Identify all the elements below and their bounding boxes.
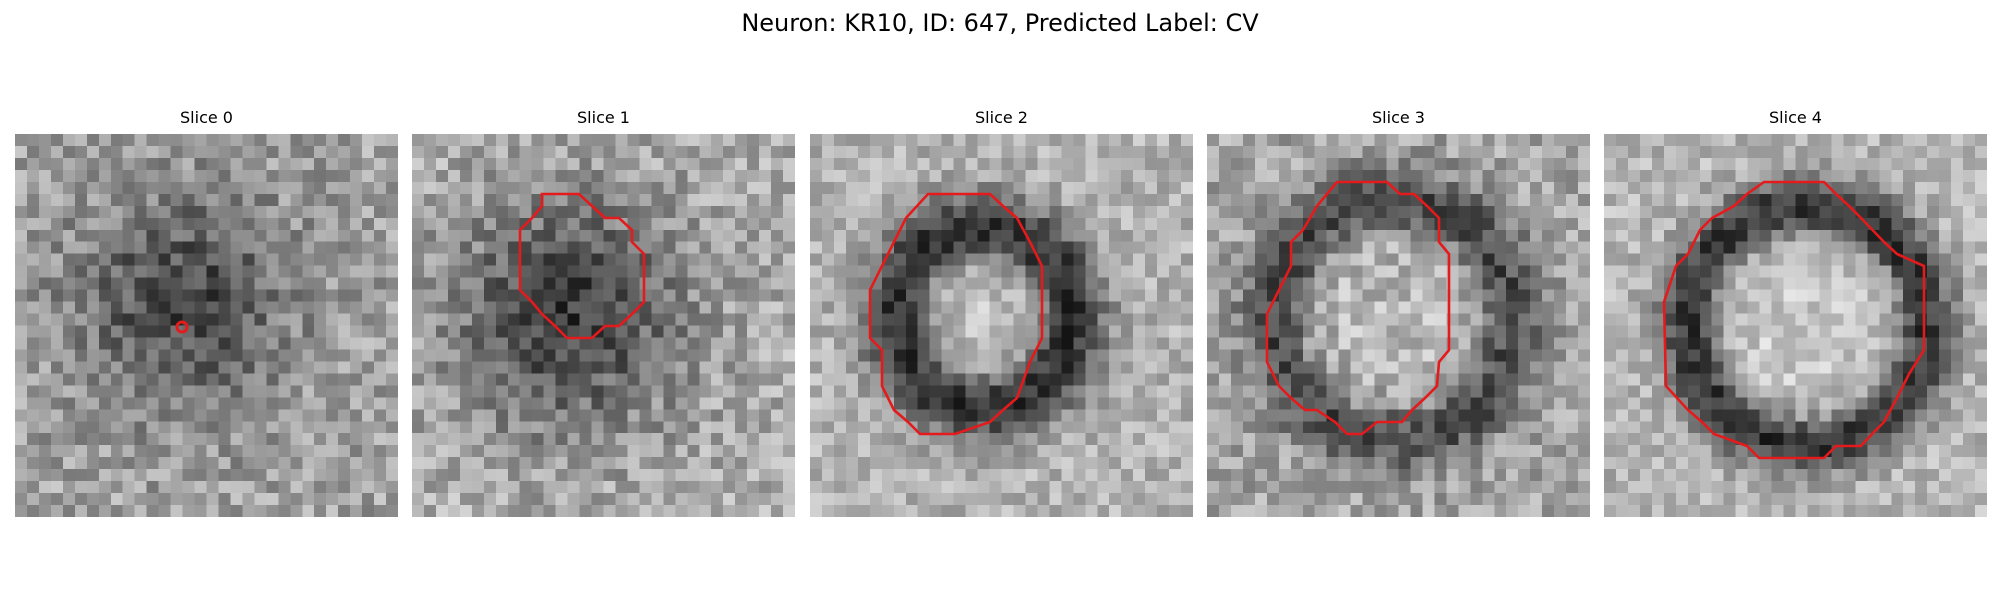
slice-panel-4: Slice 4 [1604, 108, 1987, 517]
slice-pixels-1 [412, 134, 795, 517]
slice-title-0: Slice 0 [180, 108, 233, 127]
slice-overlay-1 [518, 192, 646, 340]
slice-pixels-3 [1207, 134, 1590, 517]
slice-image-3 [1207, 134, 1590, 517]
slice-title-4: Slice 4 [1769, 108, 1822, 127]
roi-contour-2 [868, 192, 1044, 436]
slice-overlay-3 [1265, 180, 1451, 436]
slice-pixels-0 [15, 134, 398, 517]
slice-title-1: Slice 1 [577, 108, 630, 127]
figure-title: Neuron: KR10, ID: 647, Predicted Label: … [741, 9, 1259, 37]
slice-image-2 [810, 134, 1193, 517]
slice-overlay-2 [868, 192, 1044, 436]
slice-title-3: Slice 3 [1372, 108, 1425, 127]
slice-panel-0: Slice 0 [15, 108, 398, 517]
slice-overlay-0 [175, 320, 189, 334]
slice-panel-1: Slice 1 [412, 108, 795, 517]
center-marker [175, 320, 189, 334]
roi-contour-4 [1662, 180, 1926, 460]
slice-overlay-4 [1662, 180, 1926, 460]
slice-title-2: Slice 2 [975, 108, 1028, 127]
slice-panel-3: Slice 3 [1207, 108, 1590, 517]
roi-contour-1 [518, 192, 646, 340]
slice-panel-2: Slice 2 [810, 108, 1193, 517]
slice-pixels-2 [810, 134, 1193, 517]
slice-image-1 [412, 134, 795, 517]
roi-contour-3 [1265, 180, 1451, 436]
slice-image-4 [1604, 134, 1987, 517]
slice-image-0 [15, 134, 398, 517]
